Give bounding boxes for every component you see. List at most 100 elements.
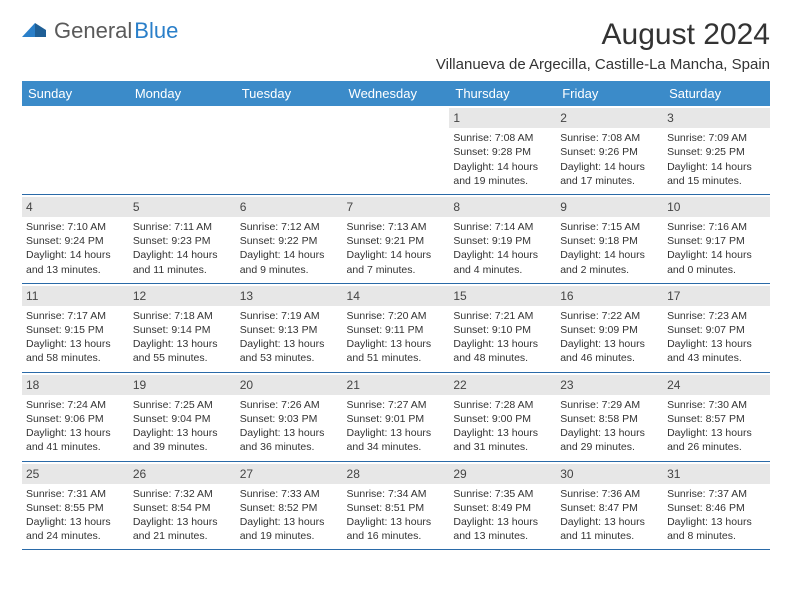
daylight-line: Daylight: 13 hours and 53 minutes. bbox=[240, 337, 339, 365]
calendar-cell bbox=[22, 106, 129, 194]
weekday-header: Saturday bbox=[663, 81, 770, 106]
day-number: 3 bbox=[663, 108, 770, 128]
day-number: 17 bbox=[663, 286, 770, 306]
logo-text-blue: Blue bbox=[134, 18, 178, 44]
sunset-line: Sunset: 9:23 PM bbox=[133, 234, 232, 248]
sunrise-line: Sunrise: 7:23 AM bbox=[667, 309, 766, 323]
calendar-row: 25Sunrise: 7:31 AMSunset: 8:55 PMDayligh… bbox=[22, 461, 770, 550]
calendar-row: 11Sunrise: 7:17 AMSunset: 9:15 PMDayligh… bbox=[22, 283, 770, 372]
calendar-cell: 10Sunrise: 7:16 AMSunset: 9:17 PMDayligh… bbox=[663, 194, 770, 283]
sunset-line: Sunset: 9:18 PM bbox=[560, 234, 659, 248]
calendar-cell: 6Sunrise: 7:12 AMSunset: 9:22 PMDaylight… bbox=[236, 194, 343, 283]
daylight-line: Daylight: 13 hours and 34 minutes. bbox=[347, 426, 446, 454]
sunrise-line: Sunrise: 7:26 AM bbox=[240, 398, 339, 412]
sunrise-line: Sunrise: 7:27 AM bbox=[347, 398, 446, 412]
day-number: 31 bbox=[663, 464, 770, 484]
calendar-cell: 12Sunrise: 7:18 AMSunset: 9:14 PMDayligh… bbox=[129, 283, 236, 372]
calendar-cell: 28Sunrise: 7:34 AMSunset: 8:51 PMDayligh… bbox=[343, 461, 450, 550]
sunrise-line: Sunrise: 7:20 AM bbox=[347, 309, 446, 323]
sunrise-line: Sunrise: 7:19 AM bbox=[240, 309, 339, 323]
sunset-line: Sunset: 9:21 PM bbox=[347, 234, 446, 248]
sunrise-line: Sunrise: 7:32 AM bbox=[133, 487, 232, 501]
day-number: 11 bbox=[22, 286, 129, 306]
sunrise-line: Sunrise: 7:37 AM bbox=[667, 487, 766, 501]
calendar-body: 1Sunrise: 7:08 AMSunset: 9:28 PMDaylight… bbox=[22, 106, 770, 550]
sunrise-line: Sunrise: 7:35 AM bbox=[453, 487, 552, 501]
day-number: 30 bbox=[556, 464, 663, 484]
day-number: 26 bbox=[129, 464, 236, 484]
calendar-cell: 27Sunrise: 7:33 AMSunset: 8:52 PMDayligh… bbox=[236, 461, 343, 550]
daylight-line: Daylight: 13 hours and 11 minutes. bbox=[560, 515, 659, 543]
calendar-cell bbox=[343, 106, 450, 194]
day-number: 18 bbox=[22, 375, 129, 395]
calendar-cell: 4Sunrise: 7:10 AMSunset: 9:24 PMDaylight… bbox=[22, 194, 129, 283]
calendar-cell: 20Sunrise: 7:26 AMSunset: 9:03 PMDayligh… bbox=[236, 372, 343, 461]
day-number: 16 bbox=[556, 286, 663, 306]
day-number: 25 bbox=[22, 464, 129, 484]
calendar-cell: 11Sunrise: 7:17 AMSunset: 9:15 PMDayligh… bbox=[22, 283, 129, 372]
sunset-line: Sunset: 8:52 PM bbox=[240, 501, 339, 515]
calendar-cell: 26Sunrise: 7:32 AMSunset: 8:54 PMDayligh… bbox=[129, 461, 236, 550]
calendar-cell: 3Sunrise: 7:09 AMSunset: 9:25 PMDaylight… bbox=[663, 106, 770, 194]
daylight-line: Daylight: 13 hours and 29 minutes. bbox=[560, 426, 659, 454]
sunrise-line: Sunrise: 7:08 AM bbox=[560, 131, 659, 145]
sunrise-line: Sunrise: 7:16 AM bbox=[667, 220, 766, 234]
daylight-line: Daylight: 14 hours and 9 minutes. bbox=[240, 248, 339, 276]
calendar-table: SundayMondayTuesdayWednesdayThursdayFrid… bbox=[22, 81, 770, 550]
daylight-line: Daylight: 13 hours and 19 minutes. bbox=[240, 515, 339, 543]
calendar-cell: 31Sunrise: 7:37 AMSunset: 8:46 PMDayligh… bbox=[663, 461, 770, 550]
day-number: 27 bbox=[236, 464, 343, 484]
calendar-cell: 23Sunrise: 7:29 AMSunset: 8:58 PMDayligh… bbox=[556, 372, 663, 461]
daylight-line: Daylight: 13 hours and 48 minutes. bbox=[453, 337, 552, 365]
day-number: 24 bbox=[663, 375, 770, 395]
weekday-header: Wednesday bbox=[343, 81, 450, 106]
daylight-line: Daylight: 14 hours and 0 minutes. bbox=[667, 248, 766, 276]
calendar-cell: 25Sunrise: 7:31 AMSunset: 8:55 PMDayligh… bbox=[22, 461, 129, 550]
calendar-cell bbox=[236, 106, 343, 194]
sunset-line: Sunset: 8:57 PM bbox=[667, 412, 766, 426]
sunset-line: Sunset: 9:26 PM bbox=[560, 145, 659, 159]
daylight-line: Daylight: 14 hours and 11 minutes. bbox=[133, 248, 232, 276]
daylight-line: Daylight: 13 hours and 41 minutes. bbox=[26, 426, 125, 454]
sunset-line: Sunset: 9:24 PM bbox=[26, 234, 125, 248]
day-number: 20 bbox=[236, 375, 343, 395]
day-number: 19 bbox=[129, 375, 236, 395]
day-number: 29 bbox=[449, 464, 556, 484]
calendar-row: 18Sunrise: 7:24 AMSunset: 9:06 PMDayligh… bbox=[22, 372, 770, 461]
calendar-row: 4Sunrise: 7:10 AMSunset: 9:24 PMDaylight… bbox=[22, 194, 770, 283]
weekday-header: Tuesday bbox=[236, 81, 343, 106]
day-number: 8 bbox=[449, 197, 556, 217]
sunset-line: Sunset: 8:49 PM bbox=[453, 501, 552, 515]
sunset-line: Sunset: 8:47 PM bbox=[560, 501, 659, 515]
day-number: 22 bbox=[449, 375, 556, 395]
day-number: 6 bbox=[236, 197, 343, 217]
calendar-cell: 14Sunrise: 7:20 AMSunset: 9:11 PMDayligh… bbox=[343, 283, 450, 372]
sunrise-line: Sunrise: 7:08 AM bbox=[453, 131, 552, 145]
calendar-cell: 24Sunrise: 7:30 AMSunset: 8:57 PMDayligh… bbox=[663, 372, 770, 461]
sunset-line: Sunset: 9:01 PM bbox=[347, 412, 446, 426]
sunset-line: Sunset: 9:13 PM bbox=[240, 323, 339, 337]
calendar-row: 1Sunrise: 7:08 AMSunset: 9:28 PMDaylight… bbox=[22, 106, 770, 194]
logo-text-gray: General bbox=[54, 18, 132, 44]
day-number: 12 bbox=[129, 286, 236, 306]
sunrise-line: Sunrise: 7:12 AM bbox=[240, 220, 339, 234]
daylight-line: Daylight: 13 hours and 26 minutes. bbox=[667, 426, 766, 454]
sunset-line: Sunset: 9:28 PM bbox=[453, 145, 552, 159]
sunrise-line: Sunrise: 7:22 AM bbox=[560, 309, 659, 323]
sunrise-line: Sunrise: 7:24 AM bbox=[26, 398, 125, 412]
daylight-line: Daylight: 13 hours and 39 minutes. bbox=[133, 426, 232, 454]
sunset-line: Sunset: 9:11 PM bbox=[347, 323, 446, 337]
sunset-line: Sunset: 9:09 PM bbox=[560, 323, 659, 337]
daylight-line: Daylight: 13 hours and 16 minutes. bbox=[347, 515, 446, 543]
sunset-line: Sunset: 8:51 PM bbox=[347, 501, 446, 515]
sunset-line: Sunset: 9:15 PM bbox=[26, 323, 125, 337]
calendar-cell bbox=[129, 106, 236, 194]
day-number: 13 bbox=[236, 286, 343, 306]
calendar-cell: 29Sunrise: 7:35 AMSunset: 8:49 PMDayligh… bbox=[449, 461, 556, 550]
sunset-line: Sunset: 9:06 PM bbox=[26, 412, 125, 426]
calendar-cell: 16Sunrise: 7:22 AMSunset: 9:09 PMDayligh… bbox=[556, 283, 663, 372]
sunrise-line: Sunrise: 7:29 AM bbox=[560, 398, 659, 412]
sunrise-line: Sunrise: 7:21 AM bbox=[453, 309, 552, 323]
calendar-cell: 1Sunrise: 7:08 AMSunset: 9:28 PMDaylight… bbox=[449, 106, 556, 194]
daylight-line: Daylight: 13 hours and 24 minutes. bbox=[26, 515, 125, 543]
